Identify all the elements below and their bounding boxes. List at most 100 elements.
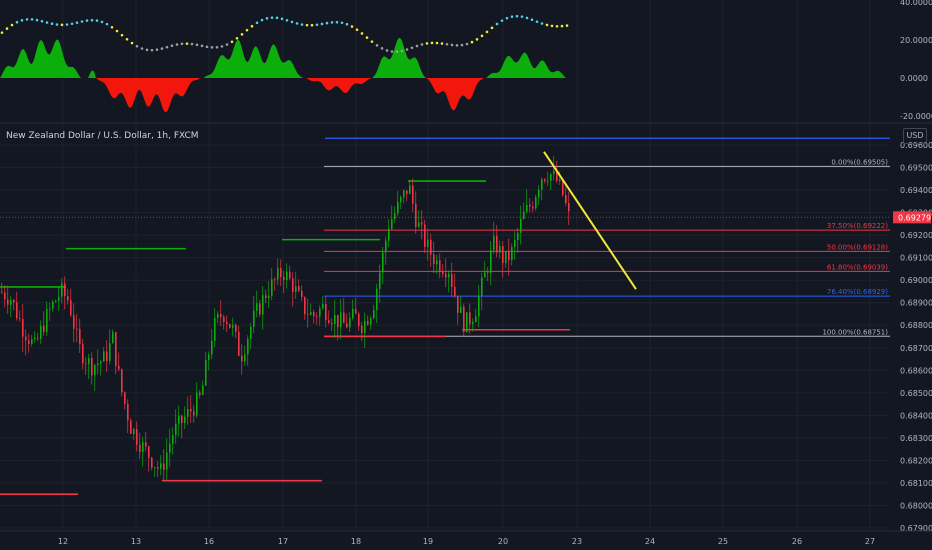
candle-body [196, 392, 198, 416]
candle-body [142, 442, 144, 452]
candle-body [415, 203, 417, 227]
candle-body [496, 235, 498, 253]
histogram-band [96, 78, 200, 113]
oscillator-dot [310, 23, 314, 27]
fib-level-label: 61.80%(0.69039) [827, 263, 888, 271]
candle-body [37, 337, 39, 339]
candle-body [94, 365, 96, 376]
candle-body [292, 278, 294, 292]
fib-level-label: 37.50%(0.69222) [827, 222, 888, 230]
candle-body [409, 185, 411, 194]
oscillator-dot [295, 22, 299, 25]
candle-body [61, 283, 63, 297]
candle-body [334, 315, 336, 325]
oscillator-dot [25, 18, 29, 21]
price-tick-label: 0.68000 [900, 501, 932, 510]
candle-body [262, 295, 264, 315]
candle-body [376, 288, 378, 310]
symbol-title: New Zealand Dollar / U.S. Dollar, 1h, FX… [6, 131, 199, 141]
candle-body [505, 251, 507, 264]
oscillator-dot [395, 50, 399, 53]
oscillator-dot [95, 19, 99, 22]
price-tick-label: 0.69100 [900, 254, 932, 263]
oscillator-dot [450, 43, 454, 47]
oscillator-dot [140, 47, 144, 50]
oscillator-dot [215, 45, 219, 49]
oscillator-dot [300, 23, 304, 26]
candle-body [364, 320, 366, 334]
candle-body [532, 206, 534, 209]
candle-body [7, 299, 9, 305]
candle-body [565, 194, 567, 204]
oscillator-dot [505, 16, 509, 20]
current-price-label: 0.69279 [898, 213, 931, 222]
oscillator-dot [335, 20, 339, 24]
candle-body [28, 340, 30, 344]
oscillator-dot [530, 18, 534, 22]
oscillator-dot [245, 28, 249, 32]
oscillator-dot [520, 15, 524, 18]
candle-body [502, 245, 504, 264]
time-tick-label: 17 [278, 537, 288, 546]
candle-body [271, 279, 273, 296]
price-tick-label: 0.69000 [900, 276, 932, 285]
candle-body [124, 392, 126, 404]
candle-body [238, 331, 240, 356]
oscillator-dot [10, 23, 14, 27]
candle-body [211, 340, 213, 355]
oscillator-dot [275, 16, 279, 20]
currency-badge[interactable]: USD [903, 128, 927, 144]
candle-body [91, 357, 93, 376]
candle-body [493, 235, 495, 251]
candle-body [226, 321, 228, 324]
time-tick-label: 24 [645, 537, 655, 546]
candle-body [13, 300, 15, 303]
candle-body [427, 239, 429, 247]
time-tick-label: 26 [792, 537, 802, 546]
candle-body [544, 179, 546, 181]
fib-level-label: 76.40%(0.68929) [827, 288, 888, 296]
oscillator-dot [510, 15, 514, 18]
oscillator-dot [480, 34, 484, 38]
candle-body [370, 318, 372, 325]
candle-body [16, 302, 18, 319]
oscillator-dot [170, 44, 174, 48]
oscillator-dot [455, 44, 459, 47]
price-tick-label: 0.68200 [900, 456, 932, 465]
candle-body [403, 190, 405, 198]
candle-body [385, 240, 387, 253]
oscillator-dot [460, 43, 464, 47]
price-tick-label: 0.68300 [900, 434, 932, 443]
candle-body [391, 219, 393, 229]
oscillator-dot [110, 25, 114, 29]
candle-body [199, 392, 201, 396]
candle-body [265, 295, 267, 299]
candle-body [538, 189, 540, 198]
oscillator-dot [20, 19, 24, 22]
candle-body [217, 314, 219, 318]
oscillator-dot [285, 18, 289, 22]
oscillator-dot [410, 46, 414, 50]
oscillator-dot [315, 23, 319, 27]
candle-body [466, 312, 468, 333]
oscillator-dot [465, 42, 469, 46]
time-tick-label: 18 [351, 537, 361, 546]
candle-body [529, 204, 531, 207]
oscillator-dot [445, 42, 449, 46]
oscillator-dot [90, 18, 94, 22]
candle-body [307, 314, 309, 316]
oscillator-dot [515, 14, 519, 18]
candle-body [520, 218, 522, 233]
candle-body [373, 309, 375, 319]
histogram-band [204, 39, 303, 78]
candle-body [106, 351, 108, 361]
candle-body [430, 239, 432, 255]
candle-body [58, 296, 60, 301]
candle-body [316, 316, 318, 317]
candle-body [127, 403, 129, 421]
candle-body [259, 303, 261, 315]
candle-body [19, 318, 21, 320]
candle-body [97, 363, 99, 366]
histogram-band [486, 52, 566, 78]
